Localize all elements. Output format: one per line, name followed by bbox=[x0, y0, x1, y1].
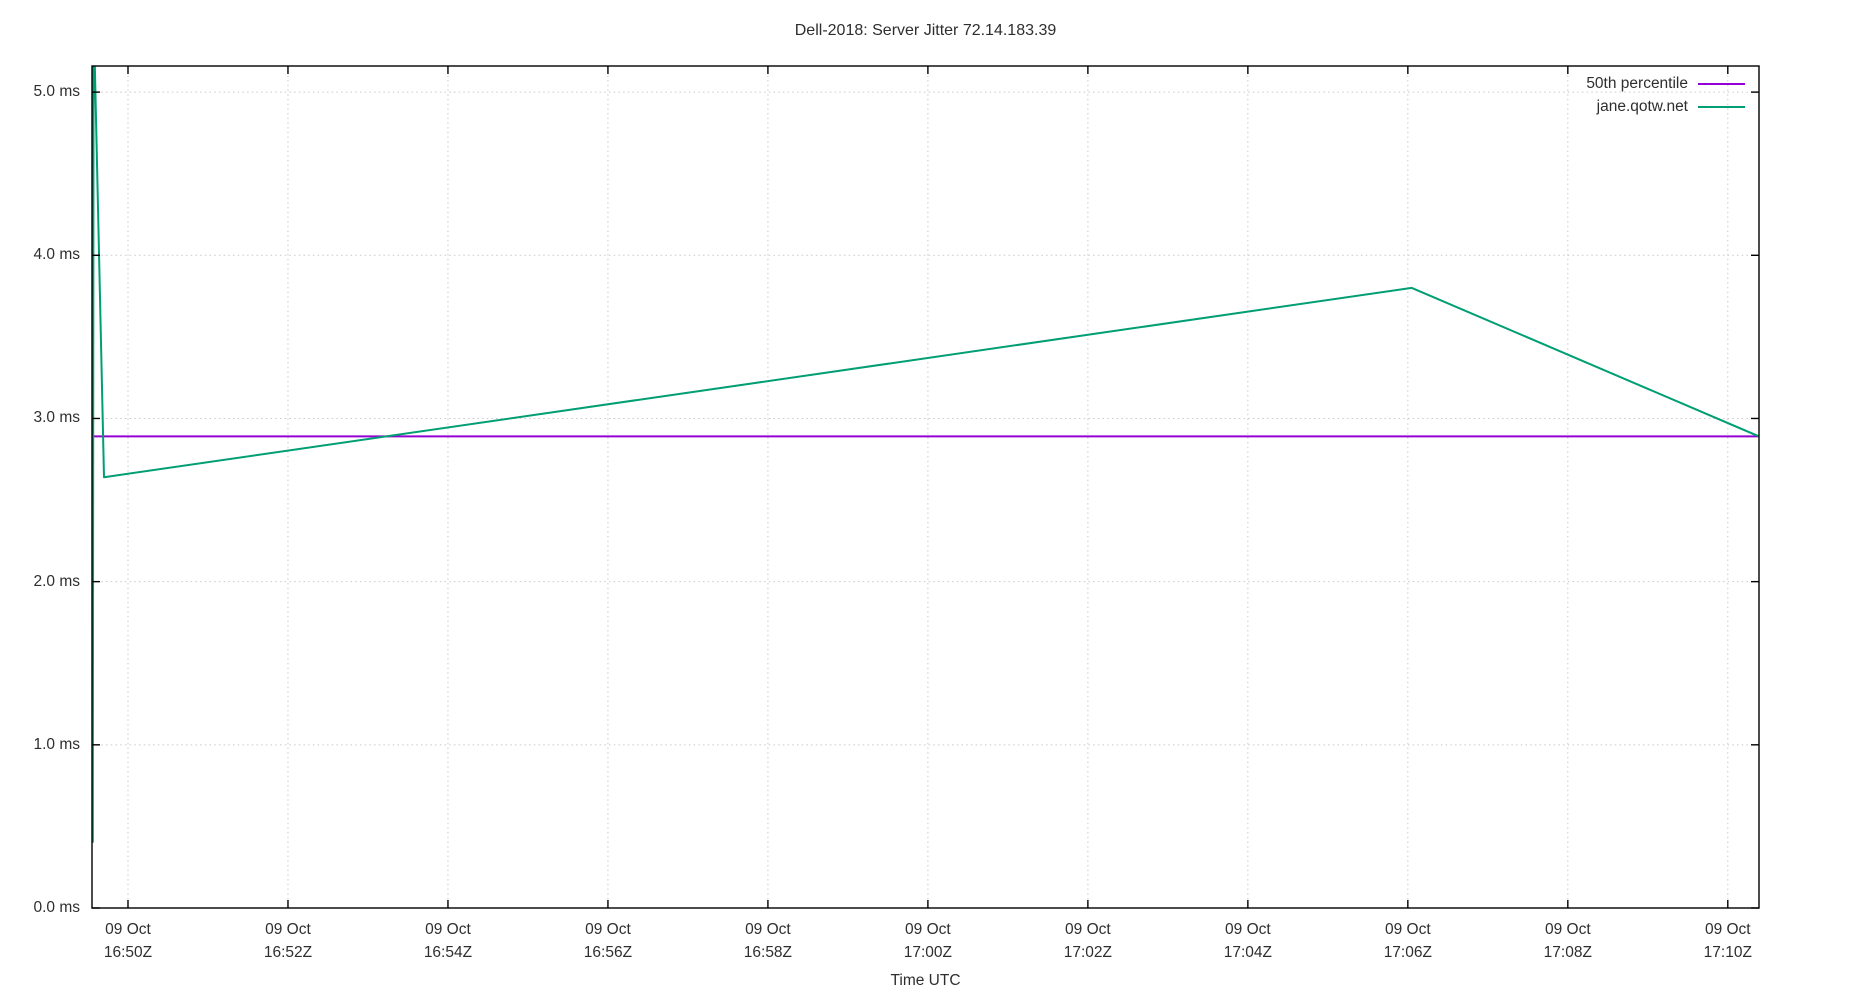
legend-line-sample bbox=[1698, 83, 1745, 85]
chart-title: Dell-2018: Server Jitter 72.14.183.39 bbox=[794, 22, 1057, 39]
legend-label: jane.qotw.net bbox=[1596, 98, 1688, 115]
x-axis-title: Time UTC bbox=[890, 972, 961, 989]
plot-border bbox=[91, 65, 1760, 909]
series-lines bbox=[92, 66, 1759, 843]
legend-item-jane-qotw-net: jane.qotw.net bbox=[1586, 96, 1745, 118]
gridlines bbox=[92, 66, 1759, 909]
legend: 50th percentile jane.qotw.net bbox=[1586, 73, 1745, 118]
legend-item-50th-percentile: 50th percentile bbox=[1586, 73, 1745, 95]
tick-marks bbox=[92, 66, 1759, 909]
series-line-1 bbox=[92, 66, 1759, 843]
legend-line-sample bbox=[1698, 106, 1745, 108]
legend-label: 50th percentile bbox=[1586, 75, 1688, 92]
